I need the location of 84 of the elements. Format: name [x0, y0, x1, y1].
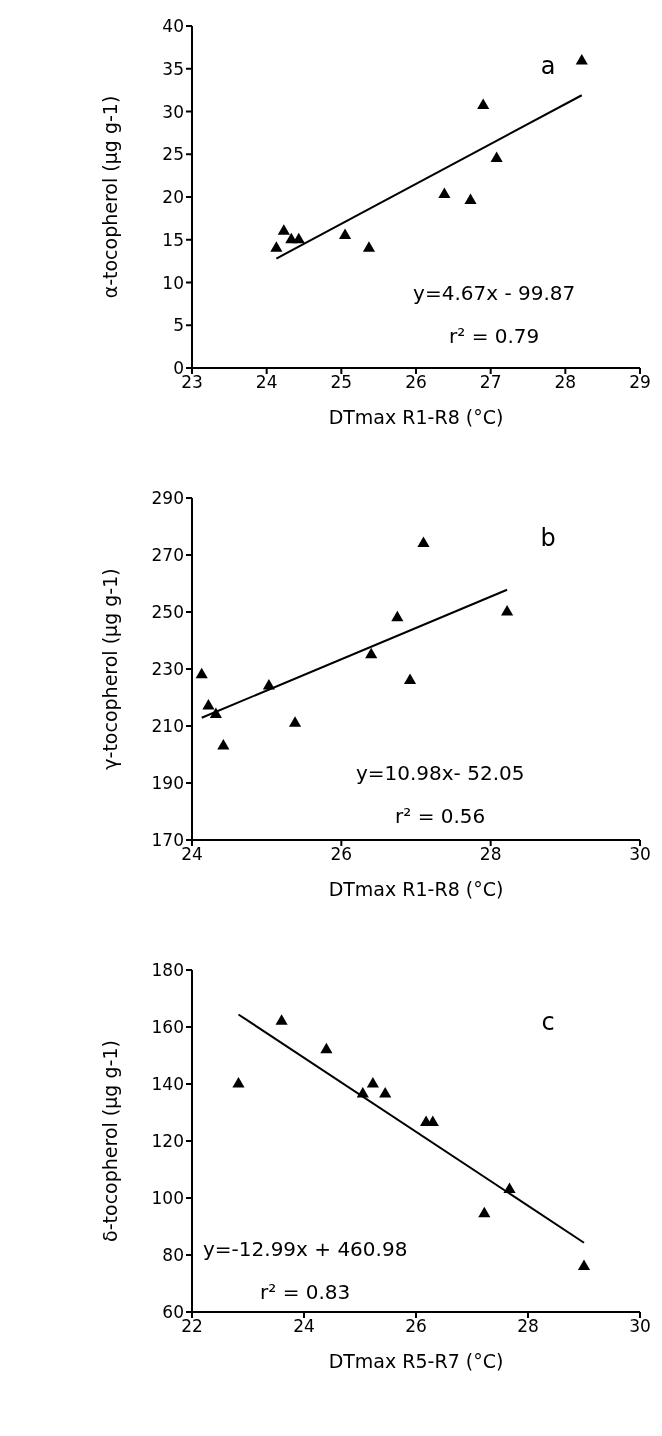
- y-tick-label: 120: [151, 1131, 184, 1152]
- x-tick-label: 23: [181, 372, 203, 393]
- point: [275, 1014, 288, 1025]
- annotation: r² = 0.79: [449, 324, 540, 349]
- y-tick-label: 190: [151, 773, 184, 794]
- point: [320, 1042, 333, 1054]
- annotation: r² = 0.83: [260, 1280, 351, 1305]
- point: [438, 187, 451, 198]
- y-tick-label: 25: [162, 144, 184, 165]
- point: [490, 151, 503, 163]
- point: [232, 1076, 245, 1088]
- y-tick-label: 270: [151, 545, 184, 566]
- annotation: b: [540, 523, 556, 552]
- point: [417, 536, 430, 548]
- point: [403, 673, 417, 684]
- x-tick-label: 26: [330, 844, 353, 865]
- y-tick-label: 0: [173, 358, 184, 379]
- point: [338, 228, 352, 239]
- point: [270, 241, 283, 252]
- point: [503, 1182, 516, 1193]
- point: [288, 716, 302, 727]
- point: [277, 224, 290, 235]
- x-axis-title: DTmax R5-R7 (°C): [328, 1350, 504, 1372]
- y-tick-label: 180: [151, 960, 184, 981]
- y-axis-title: δ-tocopherol (μg g-1): [98, 1040, 121, 1242]
- x-tick-label: 26: [405, 1316, 427, 1337]
- annotation: c: [541, 1007, 555, 1036]
- x-axis-title: DTmax R1-R8 (°C): [328, 406, 504, 428]
- y-tick-label: 20: [162, 187, 184, 208]
- y-tick-label: 30: [162, 101, 184, 122]
- x-tick-label: 30: [629, 844, 651, 865]
- y-axis-title: γ-tocopherol (μg g-1): [98, 568, 121, 770]
- x-tick-label: 30: [629, 1316, 651, 1337]
- point: [477, 98, 490, 110]
- y-tick-label: 80: [162, 1245, 184, 1266]
- x-tick-label: 26: [405, 372, 427, 393]
- annotation: y=4.67x - 99.87: [413, 280, 576, 305]
- point: [362, 241, 376, 252]
- y-tick-label: 35: [162, 58, 184, 79]
- point: [292, 232, 305, 244]
- x-tick-label: 22: [181, 1316, 203, 1337]
- annotation: r² = 0.56: [395, 804, 486, 829]
- x-tick-label: 28: [517, 1316, 539, 1337]
- point: [577, 1259, 591, 1270]
- point: [217, 738, 230, 750]
- point: [365, 647, 378, 659]
- x-tick-label: 27: [479, 372, 502, 393]
- y-tick-label: 290: [151, 488, 184, 509]
- y-tick-label: 160: [151, 1017, 184, 1038]
- point: [356, 1086, 369, 1098]
- y-tick-label: 40: [162, 16, 184, 37]
- y-tick-label: 5: [173, 315, 184, 336]
- point: [391, 610, 404, 622]
- point: [501, 604, 514, 616]
- x-tick-label: 25: [330, 372, 353, 393]
- point: [464, 193, 477, 204]
- point: [195, 667, 208, 679]
- y-tick-label: 250: [151, 602, 184, 623]
- y-axis-title: α-tocopherol (μg g-1): [98, 95, 121, 299]
- x-tick-label: 24: [255, 372, 278, 393]
- point: [366, 1076, 379, 1088]
- annotation: y=-12.99x + 460.98: [203, 1236, 408, 1261]
- point: [575, 54, 588, 65]
- x-axis-title: DTmax R1-R8 (°C): [328, 878, 504, 900]
- x-tick-label: 24: [293, 1316, 315, 1337]
- annotation: y=10.98x- 52.05: [355, 760, 525, 785]
- point: [379, 1086, 392, 1098]
- point: [262, 679, 275, 690]
- annotation: a: [540, 51, 556, 80]
- x-tick-label: 28: [554, 372, 577, 393]
- y-tick-label: 100: [151, 1188, 184, 1209]
- y-tick-label: 230: [151, 659, 184, 680]
- y-tick-label: 170: [151, 830, 184, 851]
- y-tick-label: 15: [162, 229, 184, 250]
- x-tick-label: 28: [479, 844, 502, 865]
- point: [209, 707, 222, 719]
- y-tick-label: 210: [151, 716, 184, 737]
- y-tick-label: 60: [162, 1302, 184, 1323]
- point: [478, 1206, 491, 1218]
- y-tick-label: 140: [151, 1074, 184, 1095]
- x-tick-label: 24: [181, 844, 203, 865]
- y-tick-label: 10: [162, 272, 184, 293]
- point: [202, 699, 215, 710]
- x-tick-label: 29: [629, 372, 651, 393]
